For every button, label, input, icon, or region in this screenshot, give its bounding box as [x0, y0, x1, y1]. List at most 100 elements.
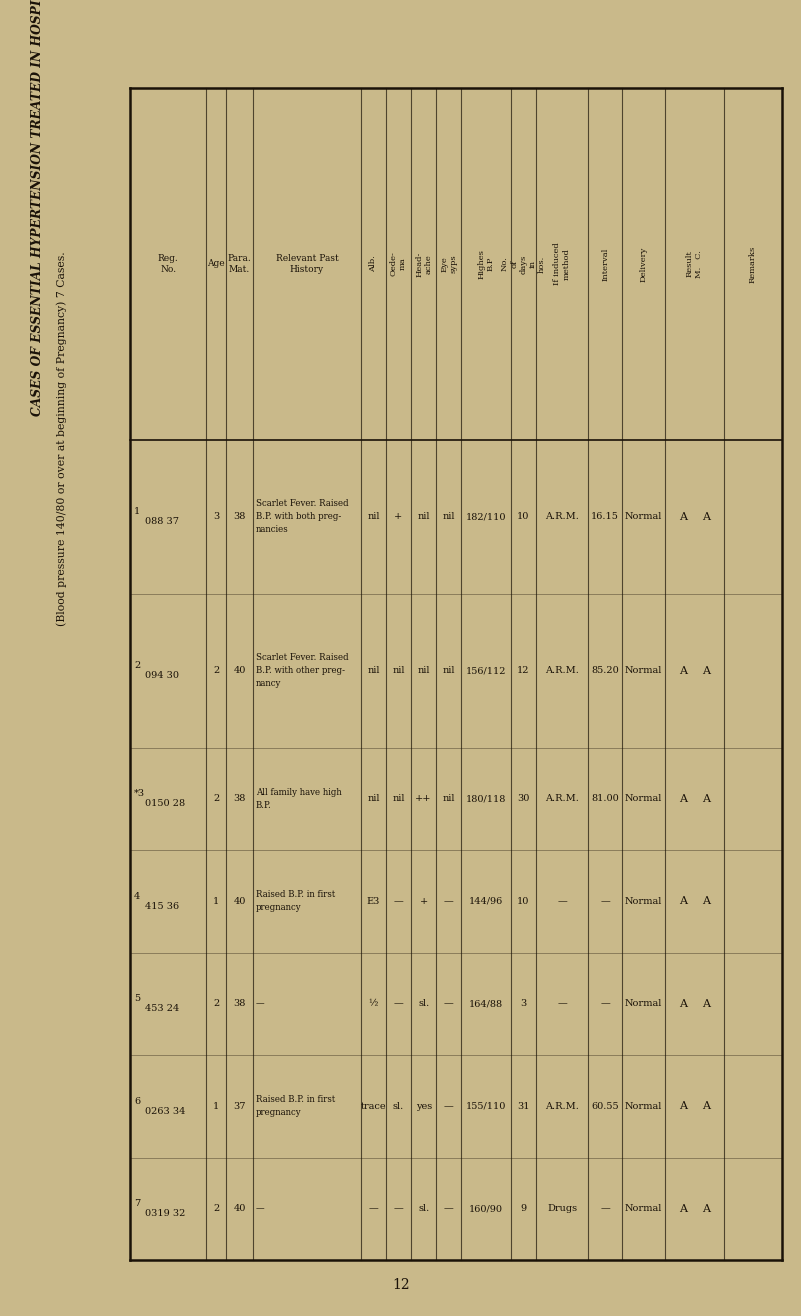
Text: Reg.
No.: Reg. No.	[158, 254, 179, 274]
Text: 12: 12	[517, 666, 529, 675]
Text: A: A	[702, 1204, 710, 1213]
Text: 38: 38	[233, 999, 246, 1008]
Text: nil: nil	[367, 666, 380, 675]
Text: 3: 3	[213, 512, 219, 521]
Text: 1: 1	[213, 1101, 219, 1111]
Text: Raised B.P. in first: Raised B.P. in first	[256, 890, 336, 899]
Text: 2: 2	[213, 795, 219, 803]
Text: Normal: Normal	[625, 795, 662, 803]
Text: 094 30: 094 30	[145, 671, 179, 680]
Text: 38: 38	[233, 512, 246, 521]
Text: E3: E3	[367, 896, 380, 905]
Text: 7: 7	[134, 1199, 140, 1208]
Text: 4: 4	[134, 892, 140, 900]
Text: If induced
method: If induced method	[553, 242, 570, 286]
Text: nil: nil	[443, 512, 455, 521]
Text: ½: ½	[368, 999, 378, 1008]
Text: A: A	[702, 666, 710, 675]
Text: nil: nil	[367, 795, 380, 803]
Text: 38: 38	[233, 795, 246, 803]
Text: (Blood pressure 140/80 or over at beginning of Pregnancy) 7 Cases.: (Blood pressure 140/80 or over at beginn…	[57, 251, 67, 626]
Text: Normal: Normal	[625, 999, 662, 1008]
Text: sl.: sl.	[418, 999, 429, 1008]
Text: 2: 2	[213, 666, 219, 675]
Text: —: —	[600, 1204, 610, 1213]
Text: Normal: Normal	[625, 512, 662, 521]
Text: Alb.: Alb.	[369, 255, 377, 272]
Text: 182/110: 182/110	[466, 512, 506, 521]
Text: 155/110: 155/110	[466, 1101, 506, 1111]
Text: No.
of
days
in
hos.: No. of days in hos.	[501, 254, 545, 274]
Text: —: —	[557, 999, 567, 1008]
Text: 10: 10	[517, 512, 529, 521]
Text: —: —	[393, 999, 404, 1008]
Text: A: A	[678, 794, 686, 804]
Text: B.P. with other preg-: B.P. with other preg-	[256, 666, 345, 675]
Text: Para.
Mat.: Para. Mat.	[227, 254, 252, 274]
Text: 40: 40	[233, 896, 246, 905]
Text: A: A	[678, 1204, 686, 1213]
Text: Relevant Past
History: Relevant Past History	[276, 254, 338, 274]
Text: —: —	[393, 896, 404, 905]
Text: A: A	[678, 999, 686, 1009]
Text: All family have high: All family have high	[256, 788, 342, 796]
Text: pregnancy: pregnancy	[256, 903, 302, 912]
Text: Remarks: Remarks	[749, 245, 757, 283]
Text: B.P.: B.P.	[256, 800, 272, 809]
Text: —: —	[444, 999, 453, 1008]
Text: Normal: Normal	[625, 666, 662, 675]
Text: +: +	[394, 512, 403, 521]
Text: Interval: Interval	[601, 247, 609, 280]
Text: A: A	[702, 896, 710, 907]
Text: nil: nil	[392, 795, 405, 803]
Text: A: A	[678, 1101, 686, 1111]
Text: 156/112: 156/112	[466, 666, 506, 675]
Text: Eye
syps: Eye syps	[441, 255, 457, 274]
Text: A.R.M.: A.R.M.	[545, 666, 579, 675]
Text: nil: nil	[443, 666, 455, 675]
Text: trace: trace	[360, 1101, 386, 1111]
Text: sl.: sl.	[418, 1204, 429, 1213]
Text: yes: yes	[416, 1101, 432, 1111]
Text: —: —	[444, 896, 453, 905]
Text: 164/88: 164/88	[469, 999, 503, 1008]
Text: 81.00: 81.00	[591, 795, 619, 803]
Text: 0150 28: 0150 28	[145, 799, 185, 808]
Text: —: —	[444, 1101, 453, 1111]
Text: A: A	[678, 896, 686, 907]
Text: 2: 2	[134, 661, 140, 670]
Text: 0319 32: 0319 32	[145, 1209, 185, 1219]
Text: —: —	[256, 1204, 264, 1213]
Text: —: —	[444, 1204, 453, 1213]
Text: Normal: Normal	[625, 896, 662, 905]
Text: 85.20: 85.20	[591, 666, 619, 675]
Text: nancies: nancies	[256, 525, 289, 534]
Text: Scarlet Fever. Raised: Scarlet Fever. Raised	[256, 653, 348, 662]
Text: A: A	[678, 512, 686, 522]
Text: 0263 34: 0263 34	[145, 1107, 185, 1116]
Text: 10: 10	[517, 896, 529, 905]
Text: 37: 37	[233, 1101, 246, 1111]
Text: 415 36: 415 36	[145, 901, 179, 911]
Text: —: —	[256, 999, 264, 1008]
Text: *3: *3	[134, 790, 145, 799]
Text: nancy: nancy	[256, 679, 281, 688]
Text: Scarlet Fever. Raised: Scarlet Fever. Raised	[256, 499, 348, 508]
Text: A.R.M.: A.R.M.	[545, 512, 579, 521]
Text: 453 24: 453 24	[145, 1004, 179, 1013]
Text: 60.55: 60.55	[591, 1101, 619, 1111]
Text: A: A	[702, 1101, 710, 1111]
Text: —: —	[368, 1204, 378, 1213]
Text: A: A	[702, 794, 710, 804]
Text: nil: nil	[417, 512, 430, 521]
Text: 088 37: 088 37	[145, 517, 179, 526]
Text: 160/90: 160/90	[469, 1204, 503, 1213]
Text: A: A	[702, 512, 710, 522]
Text: A.R.M.: A.R.M.	[545, 795, 579, 803]
Text: Highes
B.P: Highes B.P	[477, 249, 495, 279]
Text: CASES OF ESSENTIAL HYPERTENSION TREATED IN HOSPITAL BEFORE LABOUR.: CASES OF ESSENTIAL HYPERTENSION TREATED …	[31, 0, 45, 416]
Text: 31: 31	[517, 1101, 529, 1111]
Text: 2: 2	[213, 999, 219, 1008]
Text: Delivery: Delivery	[640, 246, 648, 282]
Text: 40: 40	[233, 1204, 246, 1213]
